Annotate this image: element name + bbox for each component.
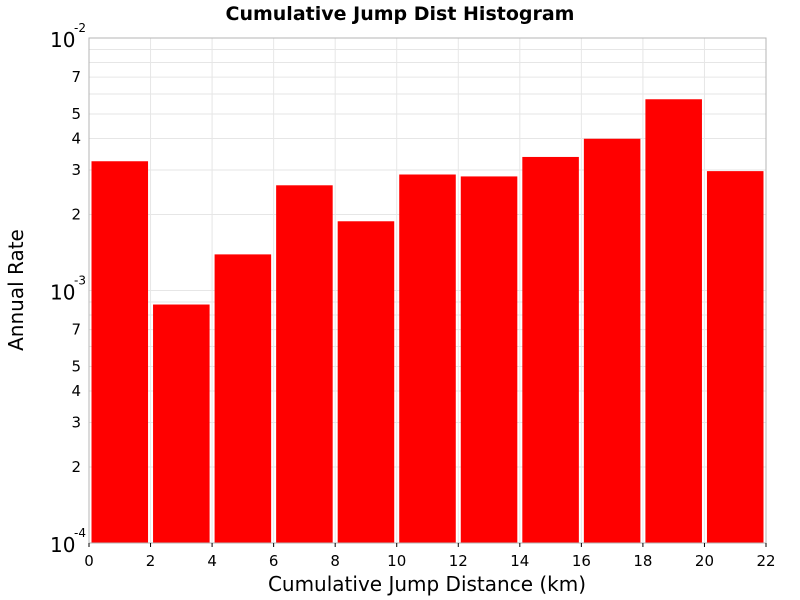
x-tick-label: 4	[207, 552, 217, 570]
y-major-tick-exponent: -3	[74, 274, 86, 288]
histogram-bar	[337, 221, 395, 543]
y-axis-label: Annual Rate	[4, 229, 28, 351]
y-tick-label: 5	[71, 358, 81, 376]
histogram-bar	[645, 99, 702, 543]
y-major-tick-exponent: -4	[74, 526, 86, 540]
y-tick-label: 5	[71, 105, 81, 123]
y-major-tick-exponent: -2	[74, 21, 86, 35]
y-tick-label: 4	[71, 382, 81, 400]
y-major-tick-label: 10	[50, 28, 75, 52]
x-tick-label: 8	[330, 552, 340, 570]
y-tick-label: 2	[71, 458, 81, 476]
histogram-bar	[522, 156, 579, 543]
histogram-bar	[460, 176, 518, 543]
y-tick-label: 3	[71, 161, 81, 179]
x-tick-label: 14	[510, 552, 529, 570]
histogram-bar	[706, 171, 764, 543]
y-tick-label: 3	[71, 414, 81, 432]
x-tick-label: 12	[449, 552, 468, 570]
x-axis-ticks: 0 2 4 6 8 10 12 14 16 18 20 22	[84, 543, 776, 570]
x-tick-label: 20	[695, 552, 714, 570]
y-tick-label: 7	[71, 321, 81, 339]
x-tick-label: 16	[572, 552, 591, 570]
histogram-bar	[276, 185, 333, 543]
y-tick-label: 2	[71, 205, 81, 223]
y-tick-label: 4	[71, 129, 81, 147]
chart-title: Cumulative Jump Dist Histogram	[226, 3, 575, 25]
x-tick-label: 0	[84, 552, 94, 570]
histogram-bar	[91, 161, 149, 543]
x-tick-label: 22	[756, 552, 775, 570]
plot-frame	[88, 37, 767, 544]
y-major-tick-label: 10	[50, 533, 75, 557]
y-tick-label: 7	[71, 68, 81, 86]
x-axis-label: Cumulative Jump Distance (km)	[268, 572, 586, 596]
y-major-tick-label: 10	[50, 281, 75, 305]
x-tick-label: 10	[387, 552, 406, 570]
histogram-bar	[583, 138, 641, 544]
x-tick-label: 18	[633, 552, 652, 570]
x-tick-label: 6	[269, 552, 279, 570]
histogram-bar	[153, 304, 210, 543]
histogram-bar	[214, 254, 272, 543]
histogram-bar	[399, 174, 456, 543]
bars	[91, 99, 764, 544]
x-tick-label: 2	[146, 552, 156, 570]
